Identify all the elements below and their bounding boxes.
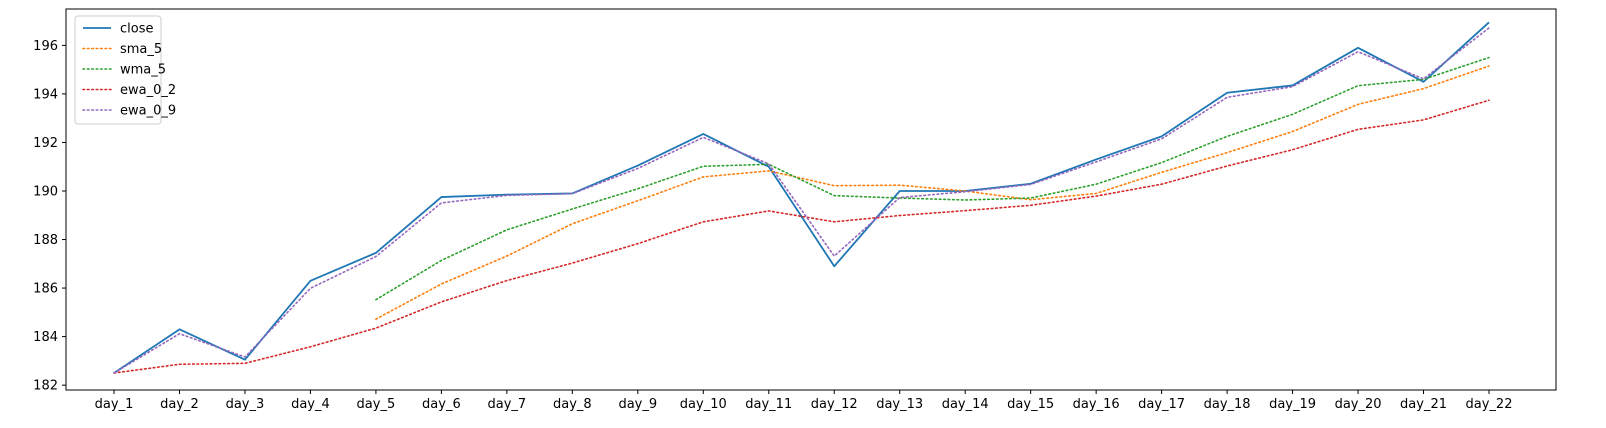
x-tick-label: day_16: [1073, 397, 1120, 412]
x-tick-label: day_15: [1007, 397, 1054, 412]
x-tick-label: day_4: [291, 397, 330, 412]
x-tick-label: day_13: [876, 397, 923, 412]
legend-label: sma_5: [120, 42, 162, 57]
y-tick-label: 186: [33, 282, 58, 297]
series-line-sma_5: [375, 65, 1490, 320]
x-tick-label: day_10: [680, 397, 727, 412]
series-line-ewa_0_9: [113, 27, 1490, 374]
y-tick-label: 196: [33, 39, 58, 54]
x-tick-label: day_12: [811, 397, 858, 412]
series-line-wma_5: [375, 56, 1490, 301]
x-tick-label: day_9: [618, 397, 657, 412]
x-tick-label: day_5: [357, 397, 396, 412]
legend-label: ewa_0_9: [120, 104, 176, 119]
x-tick-label: day_3: [226, 397, 265, 412]
x-tick-label: day_21: [1400, 397, 1447, 412]
series-line-close: [113, 21, 1490, 374]
y-tick-label: 194: [33, 87, 58, 102]
x-tick-label: day_20: [1335, 397, 1382, 412]
x-tick-label: day_2: [160, 397, 199, 412]
x-tick-label: day_7: [488, 397, 527, 412]
x-tick-label: day_8: [553, 397, 592, 412]
x-tick-label: day_18: [1204, 397, 1251, 412]
x-tick-label: day_11: [745, 397, 792, 412]
x-tick-label: day_6: [422, 397, 461, 412]
legend-label: ewa_0_2: [120, 83, 176, 98]
y-tick-label: 182: [33, 379, 58, 394]
x-tick-label: day_1: [95, 397, 134, 412]
x-tick-label: day_22: [1466, 397, 1513, 412]
y-tick-label: 188: [33, 233, 58, 248]
series-line-ewa_0_2: [113, 99, 1490, 374]
legend-label: wma_5: [120, 63, 166, 78]
x-tick-label: day_19: [1269, 397, 1316, 412]
y-tick-label: 184: [33, 330, 58, 345]
y-tick-label: 190: [33, 185, 58, 200]
plot-frame: [65, 8, 1557, 391]
legend-box: [74, 15, 162, 125]
legend-label: close: [120, 22, 153, 37]
x-tick-label: day_14: [942, 397, 989, 412]
y-tick-label: 192: [33, 136, 58, 151]
x-tick-label: day_17: [1138, 397, 1185, 412]
